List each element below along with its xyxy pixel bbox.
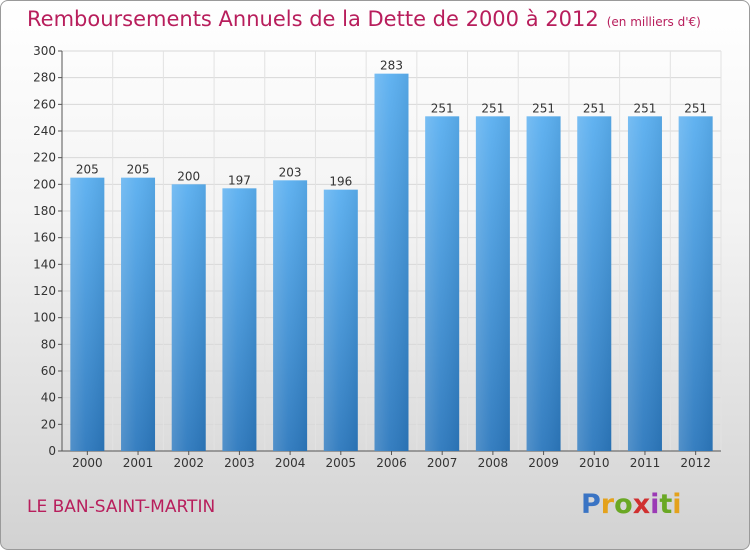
bar-value-label: 196: [329, 175, 352, 189]
y-tick-label: 0: [48, 444, 56, 458]
x-tick-label: 2007: [427, 456, 458, 470]
x-tick-label: 2001: [123, 456, 154, 470]
bar-shine: [526, 116, 561, 451]
y-tick-label: 80: [41, 337, 56, 351]
y-tick-label: 180: [33, 204, 56, 218]
bar-value-label: 197: [228, 173, 251, 187]
bar-shine: [323, 189, 358, 451]
bar-value-label: 205: [127, 163, 150, 177]
proxiti-logo: Proxiti: [581, 489, 682, 520]
bar-value-label: 251: [684, 101, 707, 115]
x-tick-label: 2011: [630, 456, 661, 470]
bar-value-label: 251: [634, 101, 657, 115]
bar-shine: [678, 116, 713, 451]
y-tick-label: 60: [41, 364, 56, 378]
bar-shine: [475, 116, 510, 451]
x-tick-label: 2005: [326, 456, 357, 470]
x-tick-label: 2006: [376, 456, 407, 470]
bar-value-label: 251: [431, 101, 454, 115]
bar-value-label: 251: [532, 101, 555, 115]
x-tick-label: 2012: [680, 456, 711, 470]
chart-title-text: Remboursements Annuels de la Dette de 20…: [27, 7, 599, 31]
y-tick-label: 300: [33, 44, 56, 58]
bar-value-label: 203: [279, 165, 302, 179]
x-tick-label: 2009: [528, 456, 559, 470]
y-tick-label: 140: [33, 257, 56, 271]
y-tick-label: 100: [33, 311, 56, 325]
x-tick-label: 2008: [478, 456, 509, 470]
x-tick-label: 2010: [579, 456, 610, 470]
bar-value-label: 251: [583, 101, 606, 115]
bar-shine: [425, 116, 460, 451]
bar-value-label: 205: [76, 163, 99, 177]
chart-title: Remboursements Annuels de la Dette de 20…: [27, 7, 701, 31]
y-tick-label: 220: [33, 151, 56, 165]
y-tick-label: 40: [41, 391, 56, 405]
y-tick-label: 120: [33, 284, 56, 298]
bar-value-label: 283: [380, 59, 403, 73]
bar-value-label: 251: [481, 101, 504, 115]
bar-shine: [222, 188, 257, 452]
bar-shine: [273, 180, 308, 452]
y-tick-label: 200: [33, 177, 56, 191]
y-tick-label: 240: [33, 124, 56, 138]
y-tick-label: 280: [33, 71, 56, 85]
x-tick-label: 2004: [275, 456, 306, 470]
x-tick-label: 2002: [173, 456, 204, 470]
y-tick-label: 260: [33, 97, 56, 111]
town-name: LE BAN-SAINT-MARTIN: [27, 497, 216, 517]
bar-shine: [374, 73, 409, 452]
chart-unit: (en milliers d'€): [606, 15, 701, 29]
bar-shine: [121, 177, 156, 451]
labels: 0 20 40 60 80 100 120 140 160 180 200 220 240 260 280 3…: [33, 44, 711, 470]
x-tick-label: 2003: [224, 456, 255, 470]
bar-value-label: 200: [177, 169, 200, 183]
bar-shine: [627, 116, 662, 451]
y-tick-label: 160: [33, 231, 56, 245]
bar-shine: [70, 177, 105, 451]
bar-shine: [171, 184, 206, 452]
y-tick-label: 20: [41, 417, 56, 431]
bar-shine: [577, 116, 612, 451]
x-tick-label: 2000: [72, 456, 103, 470]
bars: [70, 73, 713, 452]
